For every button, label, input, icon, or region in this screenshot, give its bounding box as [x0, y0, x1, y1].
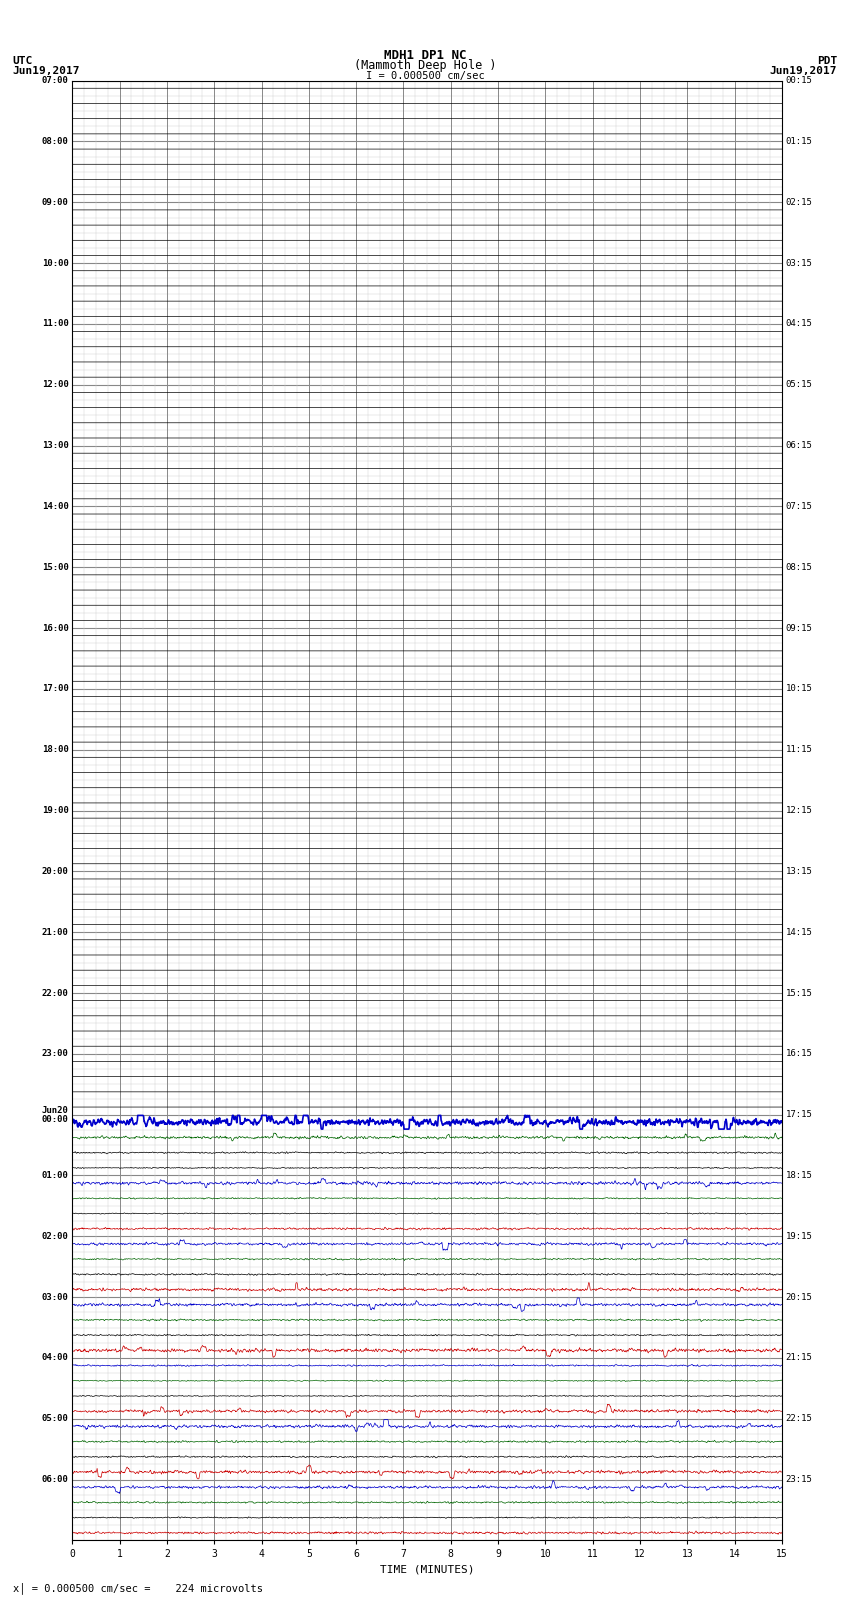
Text: UTC: UTC	[13, 56, 33, 66]
Text: 12:00: 12:00	[42, 381, 69, 389]
Text: 22:15: 22:15	[785, 1415, 813, 1423]
Text: 09:00: 09:00	[42, 198, 69, 206]
Text: 22:00: 22:00	[42, 989, 69, 997]
Text: 20:00: 20:00	[42, 866, 69, 876]
Text: I = 0.000500 cm/sec: I = 0.000500 cm/sec	[366, 71, 484, 82]
Text: 16:15: 16:15	[785, 1050, 813, 1058]
Text: 02:00: 02:00	[42, 1232, 69, 1240]
Text: 06:00: 06:00	[42, 1476, 69, 1484]
Text: 14:15: 14:15	[785, 927, 813, 937]
Text: x│ = 0.000500 cm/sec =    224 microvolts: x│ = 0.000500 cm/sec = 224 microvolts	[13, 1582, 263, 1594]
Text: 10:15: 10:15	[785, 684, 813, 694]
Text: 04:00: 04:00	[42, 1353, 69, 1363]
Text: 20:15: 20:15	[785, 1292, 813, 1302]
Text: 07:00: 07:00	[42, 76, 69, 85]
Text: MDH1 DP1 NC: MDH1 DP1 NC	[383, 48, 467, 63]
Text: 17:15: 17:15	[785, 1110, 813, 1119]
Text: 21:15: 21:15	[785, 1353, 813, 1363]
Text: Jun19,2017: Jun19,2017	[13, 66, 80, 76]
Text: 17:00: 17:00	[42, 684, 69, 694]
Text: 09:15: 09:15	[785, 624, 813, 632]
X-axis label: TIME (MINUTES): TIME (MINUTES)	[380, 1565, 474, 1574]
Text: 23:00: 23:00	[42, 1050, 69, 1058]
Text: 08:00: 08:00	[42, 137, 69, 145]
Text: 18:00: 18:00	[42, 745, 69, 755]
Text: 13:00: 13:00	[42, 440, 69, 450]
Text: Jun19,2017: Jun19,2017	[770, 66, 837, 76]
Text: 06:15: 06:15	[785, 440, 813, 450]
Text: 02:15: 02:15	[785, 198, 813, 206]
Text: 03:15: 03:15	[785, 258, 813, 268]
Text: 21:00: 21:00	[42, 927, 69, 937]
Text: 10:00: 10:00	[42, 258, 69, 268]
Text: 01:00: 01:00	[42, 1171, 69, 1181]
Text: 19:00: 19:00	[42, 806, 69, 815]
Text: 05:15: 05:15	[785, 381, 813, 389]
Text: 05:00: 05:00	[42, 1415, 69, 1423]
Text: 16:00: 16:00	[42, 624, 69, 632]
Text: 01:15: 01:15	[785, 137, 813, 145]
Text: 00:15: 00:15	[785, 76, 813, 85]
Text: 15:00: 15:00	[42, 563, 69, 571]
Text: 11:00: 11:00	[42, 319, 69, 329]
Text: 07:15: 07:15	[785, 502, 813, 511]
Text: 08:15: 08:15	[785, 563, 813, 571]
Text: PDT: PDT	[817, 56, 837, 66]
Text: 19:15: 19:15	[785, 1232, 813, 1240]
Text: 18:15: 18:15	[785, 1171, 813, 1181]
Text: (Mammoth Deep Hole ): (Mammoth Deep Hole )	[354, 58, 496, 71]
Text: 04:15: 04:15	[785, 319, 813, 329]
Text: 00:00: 00:00	[42, 1115, 69, 1124]
Text: 12:15: 12:15	[785, 806, 813, 815]
Text: Jun20: Jun20	[42, 1105, 69, 1115]
Text: 11:15: 11:15	[785, 745, 813, 755]
Text: 03:00: 03:00	[42, 1292, 69, 1302]
Text: 23:15: 23:15	[785, 1476, 813, 1484]
Text: 15:15: 15:15	[785, 989, 813, 997]
Text: 13:15: 13:15	[785, 866, 813, 876]
Text: 14:00: 14:00	[42, 502, 69, 511]
